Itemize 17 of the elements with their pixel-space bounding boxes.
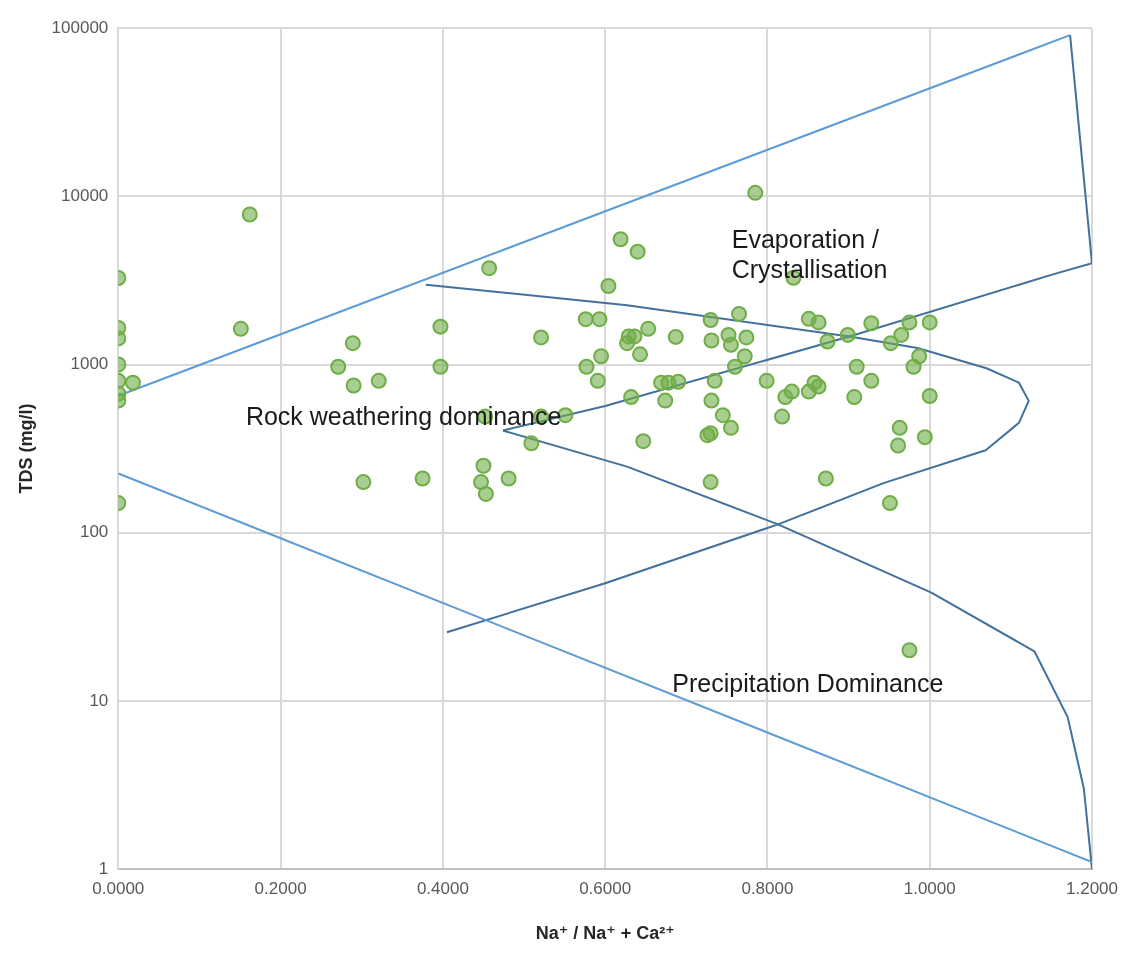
x-tick-label: 1.2000 bbox=[1066, 878, 1118, 898]
x-axis-title: Na⁺ / Na⁺ + Ca²⁺ bbox=[535, 923, 675, 944]
x-tick-label: 0.2000 bbox=[254, 878, 307, 898]
y-tick-label: 1000 bbox=[70, 354, 109, 374]
y-tick-label: 10000 bbox=[61, 186, 109, 206]
x-tick-label: 0.6000 bbox=[579, 878, 632, 898]
y-tick-label: 100 bbox=[79, 522, 109, 542]
y-tick-label: 1 bbox=[98, 858, 109, 878]
y-tick-label: 10 bbox=[89, 690, 109, 710]
y-axis-title: TDS (mg/l) bbox=[15, 403, 36, 494]
y-tick-label: 100000 bbox=[51, 17, 109, 37]
annotation: Evaporation / Crystallisation bbox=[731, 225, 888, 284]
annotation: Precipitation Dominance bbox=[672, 668, 944, 697]
x-tick-label: 0.8000 bbox=[741, 878, 794, 898]
x-tick-label: 0.4000 bbox=[416, 878, 469, 898]
x-tick-label: 1.0000 bbox=[903, 878, 956, 898]
x-tick-label: 0.0000 bbox=[92, 878, 145, 898]
